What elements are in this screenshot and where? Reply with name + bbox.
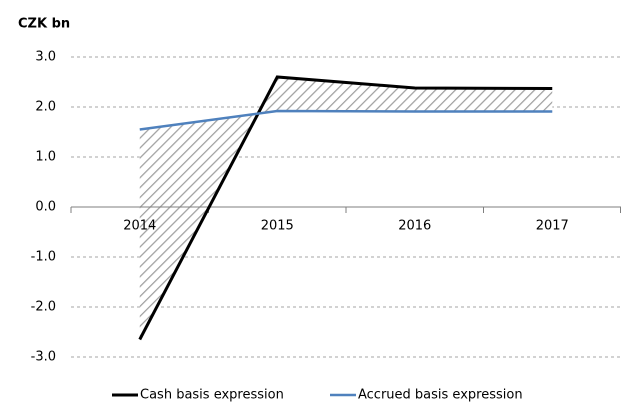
- y-tick-label: 2.0: [35, 100, 56, 115]
- series-line: [139, 109, 553, 131]
- y-tick-label: -1.0: [31, 250, 56, 265]
- x-tick-label: 2015: [261, 219, 294, 234]
- x-tick-label: 2017: [536, 219, 569, 234]
- y-axis-label: CZK bn: [18, 17, 70, 32]
- y-tick-label: -3.0: [31, 350, 56, 365]
- series-line: [138, 75, 553, 341]
- y-tick-label: -2.0: [31, 300, 56, 315]
- legend-label: Cash basis expression: [140, 388, 284, 403]
- legend-label: Accrued basis expression: [358, 388, 523, 403]
- x-tick-label: 2016: [398, 219, 431, 234]
- x-tick-label: 2014: [123, 219, 156, 234]
- y-tick-label: 1.0: [35, 150, 56, 165]
- y-tick-label: 3.0: [35, 50, 56, 65]
- y-tick-label: 0.0: [35, 200, 56, 215]
